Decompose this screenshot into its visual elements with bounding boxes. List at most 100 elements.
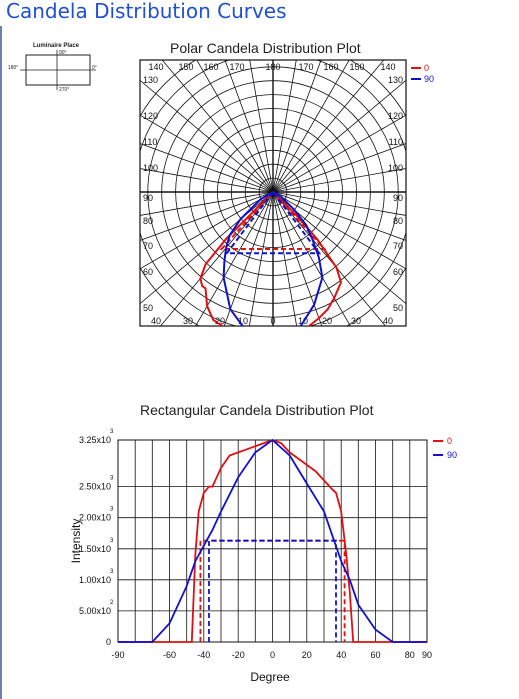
rect-y-tick-label: 1.00x10	[79, 575, 111, 585]
rect-y-tick-label: 3.25x10	[79, 435, 111, 445]
rect-y-tick-label: 1.50x10	[79, 544, 111, 554]
polar-series-0-solid	[199, 191, 343, 326]
polar-spoke	[140, 143, 406, 241]
rect-legend-label-90: 90	[447, 450, 457, 460]
rect-series-90-solid	[118, 438, 427, 643]
polar-angle-label-right: 100	[388, 163, 403, 173]
polar-spoke	[196, 60, 351, 326]
polar-spoke	[140, 114, 406, 270]
polar-legend: 090	[411, 63, 434, 84]
polar-angle-label-right: 70	[393, 241, 403, 251]
rect-y-tick-exponent: 3	[110, 507, 114, 513]
rectangular-chart-title: Rectangular Candela Distribution Plot	[140, 402, 374, 418]
polar-angle-label-left: 50	[143, 303, 153, 313]
polar-angle-label-top: 150	[178, 62, 193, 72]
polar-angle-label-top: 170	[229, 62, 244, 72]
polar-angle-label-right: 120	[388, 111, 403, 121]
polar-angle-label-bottom: 40	[383, 316, 393, 326]
polar-spoke	[224, 60, 323, 326]
polar-spoke	[161, 60, 386, 326]
page-title: Candela Distribution Curves	[6, 0, 287, 23]
polar-series-clipped	[199, 191, 343, 326]
polar-chart-title: Polar Candela Distribution Plot	[170, 40, 361, 56]
polar-spoke	[140, 168, 406, 216]
polar-angle-label-top: 170	[298, 62, 313, 72]
rect-x-tick-label: 40	[336, 650, 346, 660]
polar-angle-label-left: 130	[143, 75, 158, 85]
polar-spoke	[140, 79, 406, 305]
polar-ring	[216, 135, 329, 248]
polar-angle-label-top: 160	[203, 62, 218, 72]
polar-frame	[139, 59, 407, 327]
polar-angle-label-left: 70	[143, 241, 153, 251]
polar-angle-label-left: 100	[143, 163, 158, 173]
polar-angle-label-left: 90	[143, 193, 153, 203]
polar-ring	[147, 66, 399, 318]
rect-legend-label-0: 0	[447, 436, 452, 446]
polar-angle-label-top: 150	[349, 62, 364, 72]
polar-angle-label-right: 60	[393, 267, 403, 277]
left-rule	[0, 26, 2, 699]
rect-y-tick-label: 2.50x10	[79, 482, 111, 492]
rect-y-tick-exponent: 2	[110, 600, 114, 606]
rect-series-90-dashed	[208, 539, 337, 642]
polar-spoke	[160, 60, 385, 326]
polar-spoke	[140, 79, 406, 305]
polar-legend-label-90: 90	[424, 74, 434, 84]
rect-y-axis-label: Intensity	[69, 519, 83, 564]
rect-frame	[117, 439, 428, 643]
rect-x-tick-label: -60	[163, 650, 176, 660]
rect-x-tick-label: 80	[405, 650, 415, 660]
rect-x-tick-label: 20	[302, 650, 312, 660]
rect-x-tick-label: 90	[422, 650, 432, 660]
polar-angle-label-bottom: 20	[215, 316, 225, 326]
polar-angle-label-top: 160	[323, 62, 338, 72]
polar-angle-label-top: 140	[380, 62, 395, 72]
rect-y-tick-exponent: 3	[110, 569, 114, 575]
polar-angle-label-right: 90	[393, 193, 403, 203]
polar-spoke	[248, 60, 297, 326]
polar-legend-label-0: 0	[424, 63, 429, 73]
rect-grid	[117, 439, 428, 643]
polar-spoke	[195, 60, 350, 326]
polar-angle-label-top: 140	[148, 62, 163, 72]
rect-y-tick-exponent: 3	[110, 429, 114, 435]
rect-y-tick-label: 0	[106, 637, 111, 647]
luminaire-label-left: 180°	[8, 65, 18, 71]
polar-angle-label-right: 80	[393, 216, 403, 226]
polar-ring	[203, 122, 343, 262]
polar-ring	[258, 177, 288, 207]
polar-angle-label-right: 130	[388, 75, 403, 85]
polar-ring	[175, 94, 371, 290]
rect-x-tick-label: 0	[270, 650, 275, 660]
polar-angle-label-left: 120	[143, 111, 158, 121]
luminaire-label-right: 0°	[92, 65, 97, 71]
polar-series	[199, 191, 343, 326]
polar-series-90-solid	[222, 191, 324, 326]
polar-angle-label-bottom: 20	[322, 316, 332, 326]
rect-series-0-solid	[118, 439, 427, 643]
rect-x-tick-label: -40	[197, 650, 210, 660]
luminaire-place-title: Luminaire Place	[33, 43, 80, 49]
polar-angle-label-bottom: 30	[351, 316, 361, 326]
rect-x-tick-label: -90	[111, 650, 124, 660]
polar-spoke	[223, 60, 322, 326]
polar-angle-label-left: 60	[143, 267, 153, 277]
rect-series	[118, 438, 427, 643]
polar-angle-label-bottom: 0	[270, 316, 275, 326]
polar-series-0-dashed	[219, 191, 327, 250]
rect-y-tick-exponent: 3	[110, 538, 114, 544]
rect-x-axis-label: Degree	[250, 670, 290, 684]
polar-ring	[161, 80, 385, 304]
polar-angle-label-top: 180	[265, 62, 280, 72]
rect-series-0-dashed	[199, 539, 346, 642]
luminaire-label-top: 90°	[59, 50, 67, 56]
polar-angle-label-right: 110	[389, 137, 403, 147]
polar-ring	[140, 60, 406, 326]
polar-ring	[244, 163, 302, 221]
rect-y-tick-exponent: 3	[110, 476, 114, 482]
rect-x-tick-label: 60	[370, 650, 380, 660]
rect-y-tick-label: 2.00x10	[79, 513, 111, 523]
